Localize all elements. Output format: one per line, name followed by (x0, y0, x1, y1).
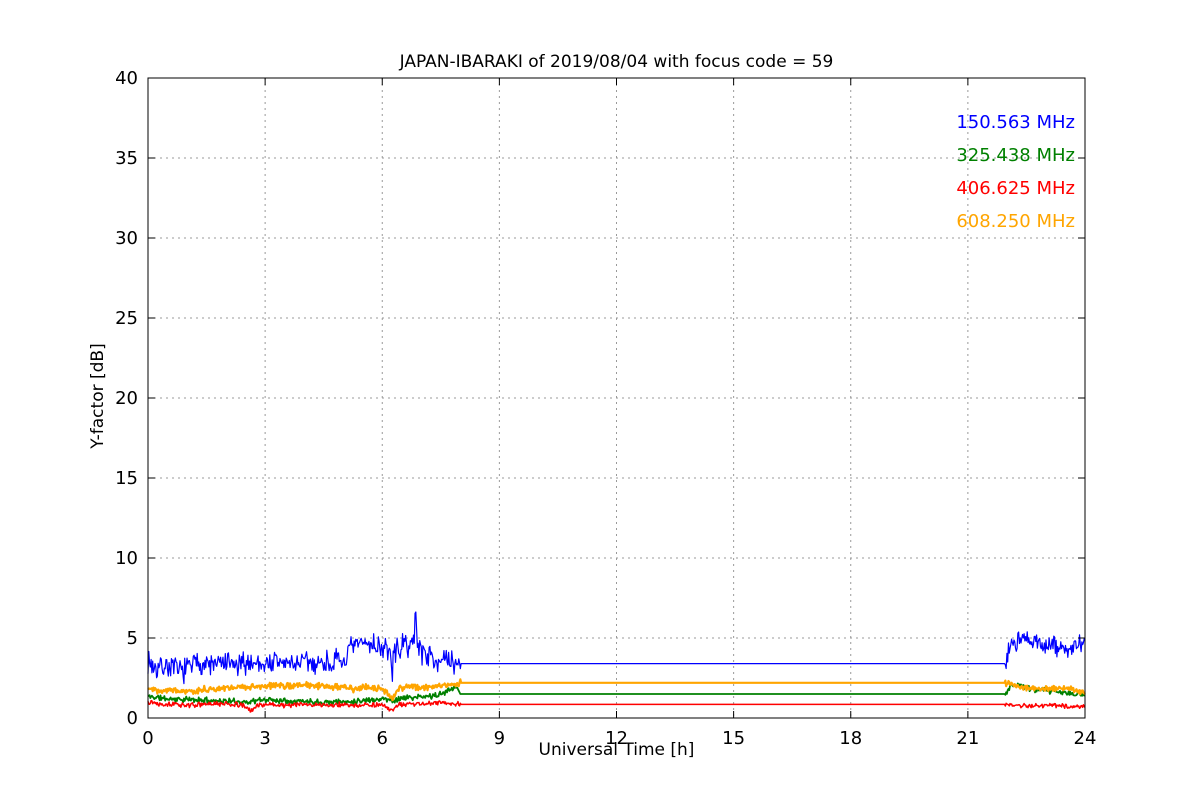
y-tick-label: 40 (115, 68, 138, 89)
series-line-325438 (147, 682, 1086, 706)
legend-entry: 325.438 MHz (956, 145, 1075, 166)
x-tick-label: 18 (839, 728, 862, 749)
legend-entry: 150.563 MHz (956, 112, 1075, 133)
tick-label-layer: 0 3 6 9 12 15 18 21 24 0 5 10 15 20 25 30 35 40 (115, 68, 1096, 749)
y-tick-label: 15 (115, 468, 138, 489)
y-tick-label: 25 (115, 308, 138, 329)
legend-entry: 406.625 MHz (956, 178, 1075, 199)
tick-layer (147, 77, 1086, 719)
series-line-608250 (147, 678, 1086, 702)
y-tick-label: 30 (115, 228, 138, 249)
y-tick-label: 0 (127, 708, 138, 729)
legend: 150.563 MHz 325.438 MHz 406.625 MHz 608.250… (956, 112, 1075, 232)
x-tick-label: 21 (956, 728, 979, 749)
y-tick-label: 10 (115, 548, 138, 569)
x-tick-label: 15 (722, 728, 745, 749)
series-layer (147, 611, 1086, 713)
x-tick-label: 24 (1074, 728, 1097, 749)
series-line-406625 (147, 699, 1086, 713)
y-tick-label: 5 (127, 628, 138, 649)
series-line-150563 (147, 611, 1086, 685)
x-tick-label: 0 (142, 728, 153, 749)
y-tick-label: 20 (115, 388, 138, 409)
x-tick-label: 9 (494, 728, 505, 749)
grid-layer (147, 77, 1086, 719)
x-tick-label: 12 (605, 728, 628, 749)
x-tick-label: 3 (259, 728, 270, 749)
x-tick-label: 6 (377, 728, 388, 749)
legend-entry: 608.250 MHz (956, 211, 1075, 232)
y-tick-label: 35 (115, 148, 138, 169)
